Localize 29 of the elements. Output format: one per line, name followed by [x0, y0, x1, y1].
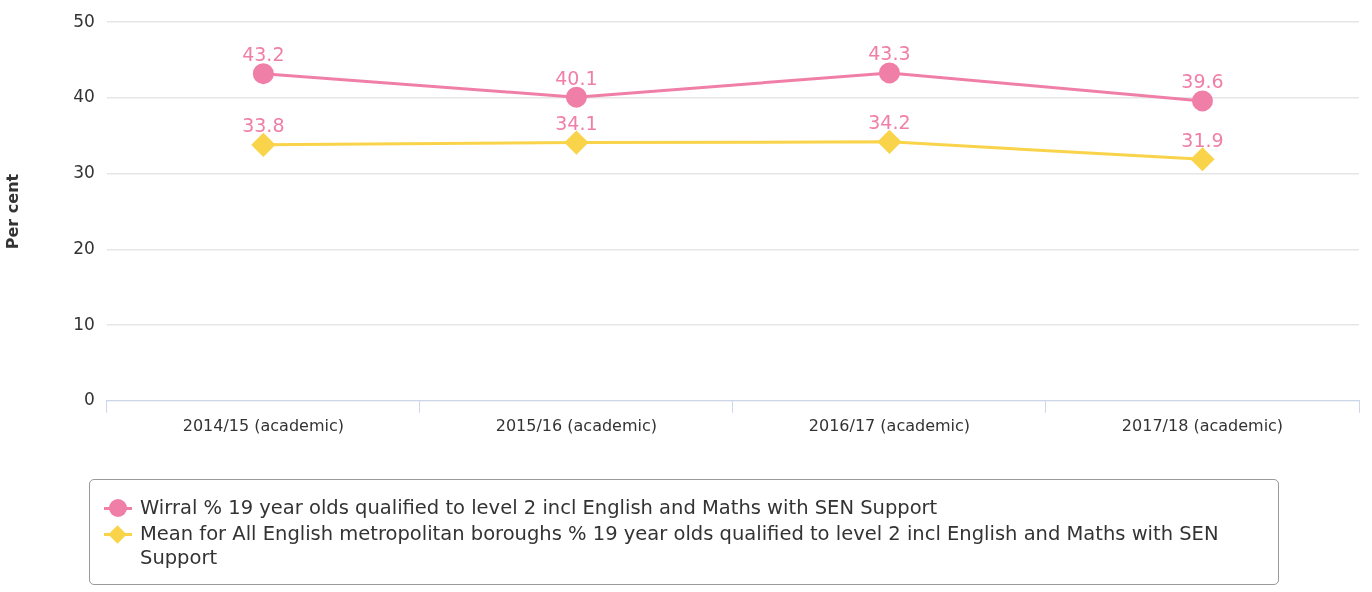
point: [878, 62, 900, 84]
y-tick-label: 20: [73, 237, 95, 258]
point: [1191, 90, 1213, 112]
data-label: 34.1: [555, 112, 598, 135]
data-label: 43.3: [868, 42, 911, 65]
point: [252, 63, 274, 85]
legend-label: Wirral % 19 year olds qualified to level 2 incl English and Maths with SEN Support: [140, 496, 938, 520]
y-tick-label: 0: [84, 389, 95, 410]
y-tick-label: 40: [73, 86, 95, 107]
data-label: 39.6: [1181, 70, 1224, 93]
x-tick-label: 2016/17 (academic): [808, 415, 971, 435]
data-label: 40.1: [555, 66, 598, 89]
data-label: 31.9: [1181, 128, 1224, 151]
y-tick-label: 30: [73, 162, 95, 183]
x-tick-label: 2017/18 (academic): [1121, 415, 1284, 435]
data-label: 43.2: [242, 43, 285, 66]
y-tick-label: 50: [73, 10, 95, 31]
y-tick-label: 10: [73, 313, 95, 334]
legend-label: Mean for All English metropolitan boroughs % 19 year olds qualified to level 2 incl English and Maths with SEN Support: [140, 522, 1220, 570]
y-axis-title: Per cent: [2, 173, 22, 250]
data-label: 34.2: [868, 111, 911, 134]
point: [877, 130, 901, 154]
point: [564, 131, 588, 155]
point: [565, 86, 587, 108]
point: [1190, 147, 1214, 171]
data-label: 33.8: [242, 114, 285, 137]
x-tick-label: 2014/15 (academic): [182, 415, 344, 435]
x-tick-label: 2015/16 (academic): [495, 415, 658, 435]
point: [251, 133, 275, 157]
